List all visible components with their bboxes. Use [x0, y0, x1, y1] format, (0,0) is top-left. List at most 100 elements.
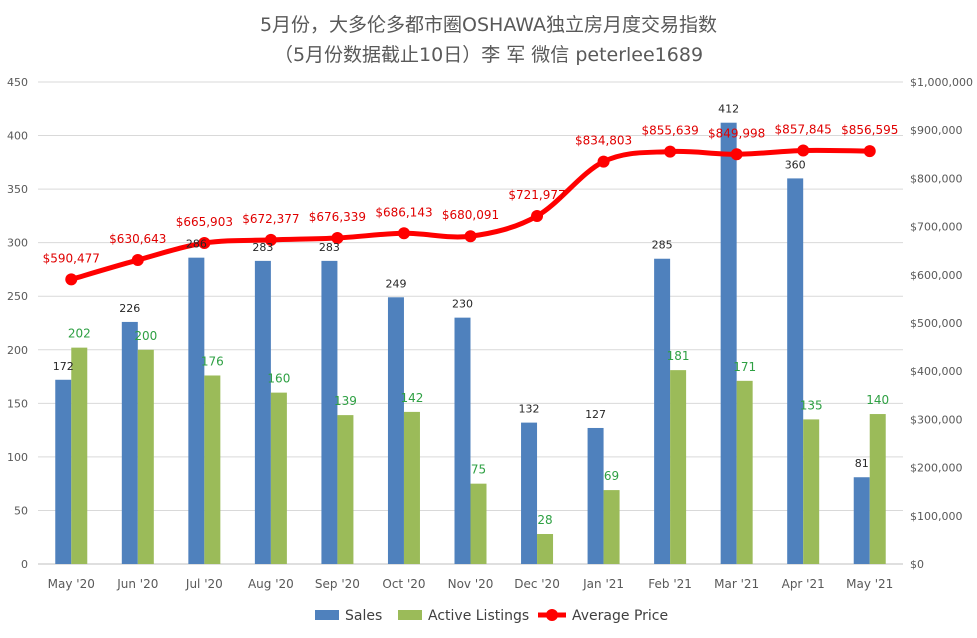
- data-label-average-price: $686,143: [375, 205, 432, 219]
- bar-sales: [55, 379, 72, 564]
- bar-sales: [720, 122, 737, 565]
- legend-swatch-sales: [315, 610, 339, 620]
- y-left-tick-label: 100: [7, 451, 28, 464]
- y-right-tick-label: $600,000: [910, 269, 963, 282]
- bar-active-listings: [137, 349, 154, 564]
- bar-sales: [254, 260, 271, 564]
- data-label-active-listings: 135: [800, 398, 823, 412]
- data-label-average-price: $855,639: [641, 124, 698, 138]
- bar-active-listings: [403, 411, 420, 564]
- bar-sales: [387, 297, 404, 564]
- point-average-price: [797, 144, 810, 157]
- data-label-sales: 230: [452, 298, 473, 311]
- bar-active-listings: [803, 419, 820, 564]
- bar-active-listings: [736, 380, 753, 564]
- point-average-price: [664, 145, 677, 158]
- point-average-price: [863, 145, 876, 158]
- point-average-price: [65, 273, 78, 286]
- bar-sales: [787, 178, 804, 564]
- bar-sales: [587, 427, 604, 564]
- x-tick-label: Dec '20: [514, 577, 560, 591]
- x-tick-label: Oct '20: [382, 577, 425, 591]
- bar-active-listings: [337, 415, 354, 564]
- data-label-sales: 285: [652, 239, 673, 252]
- point-average-price: [131, 254, 144, 267]
- chart-subtitle: （5月份数据截止10日）李 军 微信 peterlee1689: [273, 44, 704, 66]
- x-tick-label: May '20: [48, 577, 95, 591]
- legend-label-average-price: Average Price: [572, 608, 668, 624]
- y-right-tick-label: $300,000: [910, 413, 963, 426]
- data-label-active-listings: 200: [134, 329, 157, 343]
- y-left-tick-label: 0: [21, 558, 28, 571]
- data-label-sales: 132: [519, 403, 540, 416]
- data-label-active-listings: 139: [334, 394, 357, 408]
- data-label-average-price: $672,377: [242, 212, 299, 226]
- bar-active-listings: [470, 483, 487, 564]
- legend-label-sales: Sales: [345, 608, 382, 624]
- data-label-sales: 172: [53, 360, 74, 373]
- x-tick-label: May '21: [846, 577, 893, 591]
- data-label-sales: 283: [252, 241, 273, 254]
- point-average-price: [331, 232, 344, 245]
- y-right-tick-label: $0: [910, 558, 924, 571]
- bar-sales: [454, 317, 471, 564]
- data-label-active-listings: 142: [401, 391, 424, 405]
- bar-sales: [121, 321, 138, 564]
- data-label-active-listings: 140: [866, 393, 889, 407]
- data-label-sales: 286: [186, 238, 207, 251]
- data-label-active-listings: 171: [733, 360, 756, 374]
- x-tick-label: Apr '21: [782, 577, 825, 591]
- point-average-price: [397, 227, 410, 240]
- y-left-tick-label: 50: [14, 504, 28, 517]
- data-label-average-price: $676,339: [309, 210, 366, 224]
- y-right-tick-label: $100,000: [910, 510, 963, 523]
- bar-sales: [188, 257, 205, 564]
- legend-swatch-active-listings: [398, 610, 422, 620]
- data-label-average-price: $721,977: [508, 188, 565, 202]
- x-tick-label: Mar '21: [714, 577, 759, 591]
- x-tick-label: Jan '21: [582, 577, 624, 591]
- bar-active-listings: [270, 392, 287, 564]
- point-average-price: [597, 155, 610, 168]
- y-left-tick-label: 450: [7, 76, 28, 89]
- bar-active-listings: [71, 347, 88, 564]
- point-average-price: [198, 237, 211, 250]
- data-label-average-price: $856,595: [841, 123, 898, 137]
- data-label-sales: 226: [119, 302, 140, 315]
- x-tick-label: Jul '20: [185, 577, 223, 591]
- data-label-active-listings: 181: [667, 349, 690, 363]
- legend-marker-average-price: [546, 609, 558, 621]
- point-average-price: [264, 233, 277, 246]
- data-label-active-listings: 75: [471, 463, 486, 477]
- y-left-tick-label: 300: [7, 237, 28, 250]
- bar-sales: [654, 258, 671, 564]
- data-label-sales: 412: [718, 103, 739, 116]
- y-right-tick-label: $500,000: [910, 317, 963, 330]
- data-label-active-listings: 160: [267, 372, 290, 386]
- x-tick-label: Aug '20: [248, 577, 294, 591]
- data-label-average-price: $834,803: [575, 134, 632, 148]
- data-label-average-price: $849,998: [708, 126, 765, 140]
- x-tick-label: Jun '20: [116, 577, 158, 591]
- data-label-sales: 81: [855, 457, 869, 470]
- point-average-price: [730, 148, 743, 161]
- x-tick-label: Sep '20: [315, 577, 360, 591]
- y-right-tick-label: $1,000,000: [910, 76, 973, 89]
- data-label-average-price: $665,903: [176, 215, 233, 229]
- bar-active-listings: [603, 490, 620, 564]
- point-average-price: [464, 230, 477, 243]
- legend-label-active-listings: Active Listings: [428, 608, 529, 624]
- data-label-sales: 283: [319, 241, 340, 254]
- data-label-average-price: $857,845: [775, 123, 832, 137]
- point-average-price: [531, 210, 544, 223]
- x-tick-label: Feb '21: [648, 577, 692, 591]
- y-left-tick-label: 200: [7, 344, 28, 357]
- data-label-active-listings: 202: [68, 327, 91, 341]
- data-label-active-listings: 28: [537, 513, 552, 527]
- data-label-average-price: $680,091: [442, 208, 499, 222]
- data-label-sales: 360: [785, 158, 806, 171]
- bar-sales: [521, 422, 538, 564]
- y-right-tick-label: $800,000: [910, 172, 963, 185]
